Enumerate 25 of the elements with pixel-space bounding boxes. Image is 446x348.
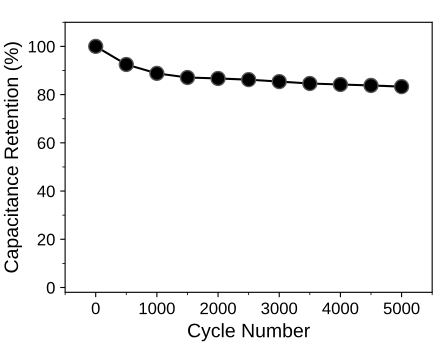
point	[302, 76, 318, 92]
point	[210, 70, 226, 86]
x-axis-title: Cycle Number	[188, 323, 310, 342]
x-tick-label: 4000	[322, 302, 358, 314]
point	[241, 72, 256, 88]
point	[88, 38, 104, 54]
point	[180, 70, 196, 86]
x-tick-label: 3000	[261, 302, 298, 314]
y-tick-label: 60	[38, 137, 55, 150]
point	[394, 79, 410, 94]
x-tick-label: 2000	[200, 302, 236, 314]
point	[272, 74, 287, 90]
point	[363, 78, 379, 94]
y-tick-label: 20	[38, 234, 55, 246]
y-tick-label: 80	[38, 89, 55, 101]
x-tick-label: 0	[92, 302, 100, 314]
point	[149, 66, 165, 82]
y-axis-title: Capacitance Retention (%)	[4, 42, 22, 272]
y-tick-label: 0	[46, 282, 55, 294]
point	[118, 56, 134, 72]
y-tick-label: 40	[37, 185, 55, 198]
y-tick-label: 100	[28, 40, 55, 53]
x-tick-label: 1000	[140, 302, 175, 314]
x-tick-label: 5000	[384, 302, 420, 314]
point	[332, 76, 348, 92]
